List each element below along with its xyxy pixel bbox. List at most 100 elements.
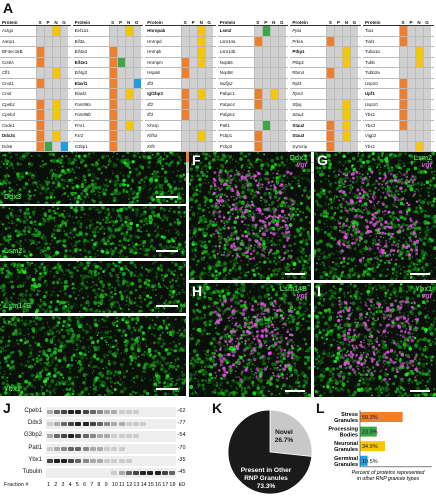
table-row: Khsrp xyxy=(145,120,216,131)
table-row: Hnrnpk xyxy=(145,47,216,58)
granule-cell xyxy=(350,110,359,120)
granule-cell xyxy=(423,99,431,109)
granule-cell xyxy=(116,131,125,141)
fluorescence-texture xyxy=(0,206,186,258)
granule-cell xyxy=(407,68,415,78)
micrograph-label: Lsm2 xyxy=(4,248,23,255)
granule-cell xyxy=(132,110,141,120)
granule-cell xyxy=(44,47,52,57)
granule-cell xyxy=(253,78,262,88)
fraction-number: 2 xyxy=(54,482,58,489)
granule-cell xyxy=(342,120,351,130)
granule-cell xyxy=(189,78,198,88)
granule-cell xyxy=(116,89,125,99)
scale-bar xyxy=(285,273,305,275)
granule-cell xyxy=(60,131,68,141)
blot-band xyxy=(111,458,118,463)
granule-cell xyxy=(407,120,415,130)
header-s: S xyxy=(183,20,187,25)
granule-cell xyxy=(60,78,68,88)
granule-cell xyxy=(44,120,52,130)
protein-name: Fam98a xyxy=(74,101,91,107)
blot-band xyxy=(53,434,60,439)
granule-cell xyxy=(36,99,44,109)
granule-cell xyxy=(60,26,68,36)
granule-cell xyxy=(277,99,286,109)
granule-cell xyxy=(189,36,198,46)
granule-cell xyxy=(269,99,278,109)
header-g: G xyxy=(62,20,66,25)
micrograph-label: Ddx3 xyxy=(4,194,22,201)
blot-band xyxy=(133,410,139,414)
header-s: S xyxy=(111,20,115,25)
granule-cell xyxy=(181,26,190,36)
protein-name: Hnrnpk xyxy=(147,49,162,54)
header-s: S xyxy=(401,20,405,25)
table-header: Protein S P N G xyxy=(0,16,71,26)
protein-name: Hnrnpd xyxy=(147,38,162,44)
granule-cell xyxy=(334,68,343,78)
granule-cell xyxy=(269,131,278,141)
table-row: Pabpc1 xyxy=(217,89,289,100)
channel-label: Lsm14B xyxy=(279,286,307,293)
table-row: Patl1 xyxy=(217,120,289,131)
granule-cell xyxy=(334,131,343,141)
granule-cell xyxy=(52,78,60,88)
blot-band xyxy=(140,471,147,475)
pie-value-label: 73.3% xyxy=(257,483,276,490)
granule-cell xyxy=(399,47,407,57)
blot-band xyxy=(68,410,75,414)
pie-slice xyxy=(269,409,313,457)
blot-band xyxy=(140,422,147,427)
fraction-number: 3 xyxy=(61,482,65,489)
table-row: Fam98a xyxy=(72,99,144,110)
header-protein: Protein xyxy=(74,20,91,25)
granule-cell xyxy=(189,131,198,141)
granule-cell xyxy=(350,57,359,67)
header-g: G xyxy=(134,20,139,25)
granule-cell xyxy=(197,110,206,120)
bar xyxy=(360,426,377,437)
table-row: Elavl1 xyxy=(72,78,144,89)
bar-category-label: Neuronal xyxy=(334,441,358,447)
granule-cell xyxy=(44,68,52,78)
granule-cell xyxy=(261,57,270,67)
granule-cell xyxy=(399,57,407,67)
granule-cell xyxy=(399,141,407,151)
blot-band xyxy=(68,422,75,427)
table-header: Protein S P N G xyxy=(217,16,289,26)
granule-cell xyxy=(124,120,133,130)
header-p: P xyxy=(46,20,50,25)
granule-cell xyxy=(108,57,117,67)
granule-cell xyxy=(44,141,52,151)
granule-cell xyxy=(181,110,190,120)
granule-cell xyxy=(261,78,270,88)
protein-name: Csde1 xyxy=(2,122,15,128)
granule-cell xyxy=(326,78,335,88)
granule-cell xyxy=(399,131,407,141)
protein-name: Elavl2 xyxy=(74,91,87,96)
table-header: Protein S P N G xyxy=(72,16,144,26)
granule-cell xyxy=(277,89,286,99)
panel-label-h: H xyxy=(192,283,203,299)
header-s: S xyxy=(38,20,42,25)
granule-cell xyxy=(108,141,117,151)
micrograph-label: Ddx3 vgf xyxy=(290,155,307,169)
granule-cell xyxy=(326,47,335,57)
granule-cell xyxy=(407,141,415,151)
granule-cell xyxy=(342,99,351,109)
protein-name: Tubb2a xyxy=(365,70,380,75)
granule-cell xyxy=(269,47,278,57)
table-row: Eif4e1 xyxy=(72,57,144,68)
granule-cell xyxy=(334,99,343,109)
granule-cell xyxy=(407,99,415,109)
granule-cell xyxy=(407,89,415,99)
header-p: P xyxy=(119,20,123,25)
granule-cell xyxy=(407,57,415,67)
granule-cell xyxy=(415,26,423,36)
table-row: Ddx3x xyxy=(0,131,71,142)
micrograph-i: Ybx1 vgf xyxy=(314,283,436,397)
blot-band xyxy=(118,434,125,439)
granule-cell xyxy=(205,57,214,67)
